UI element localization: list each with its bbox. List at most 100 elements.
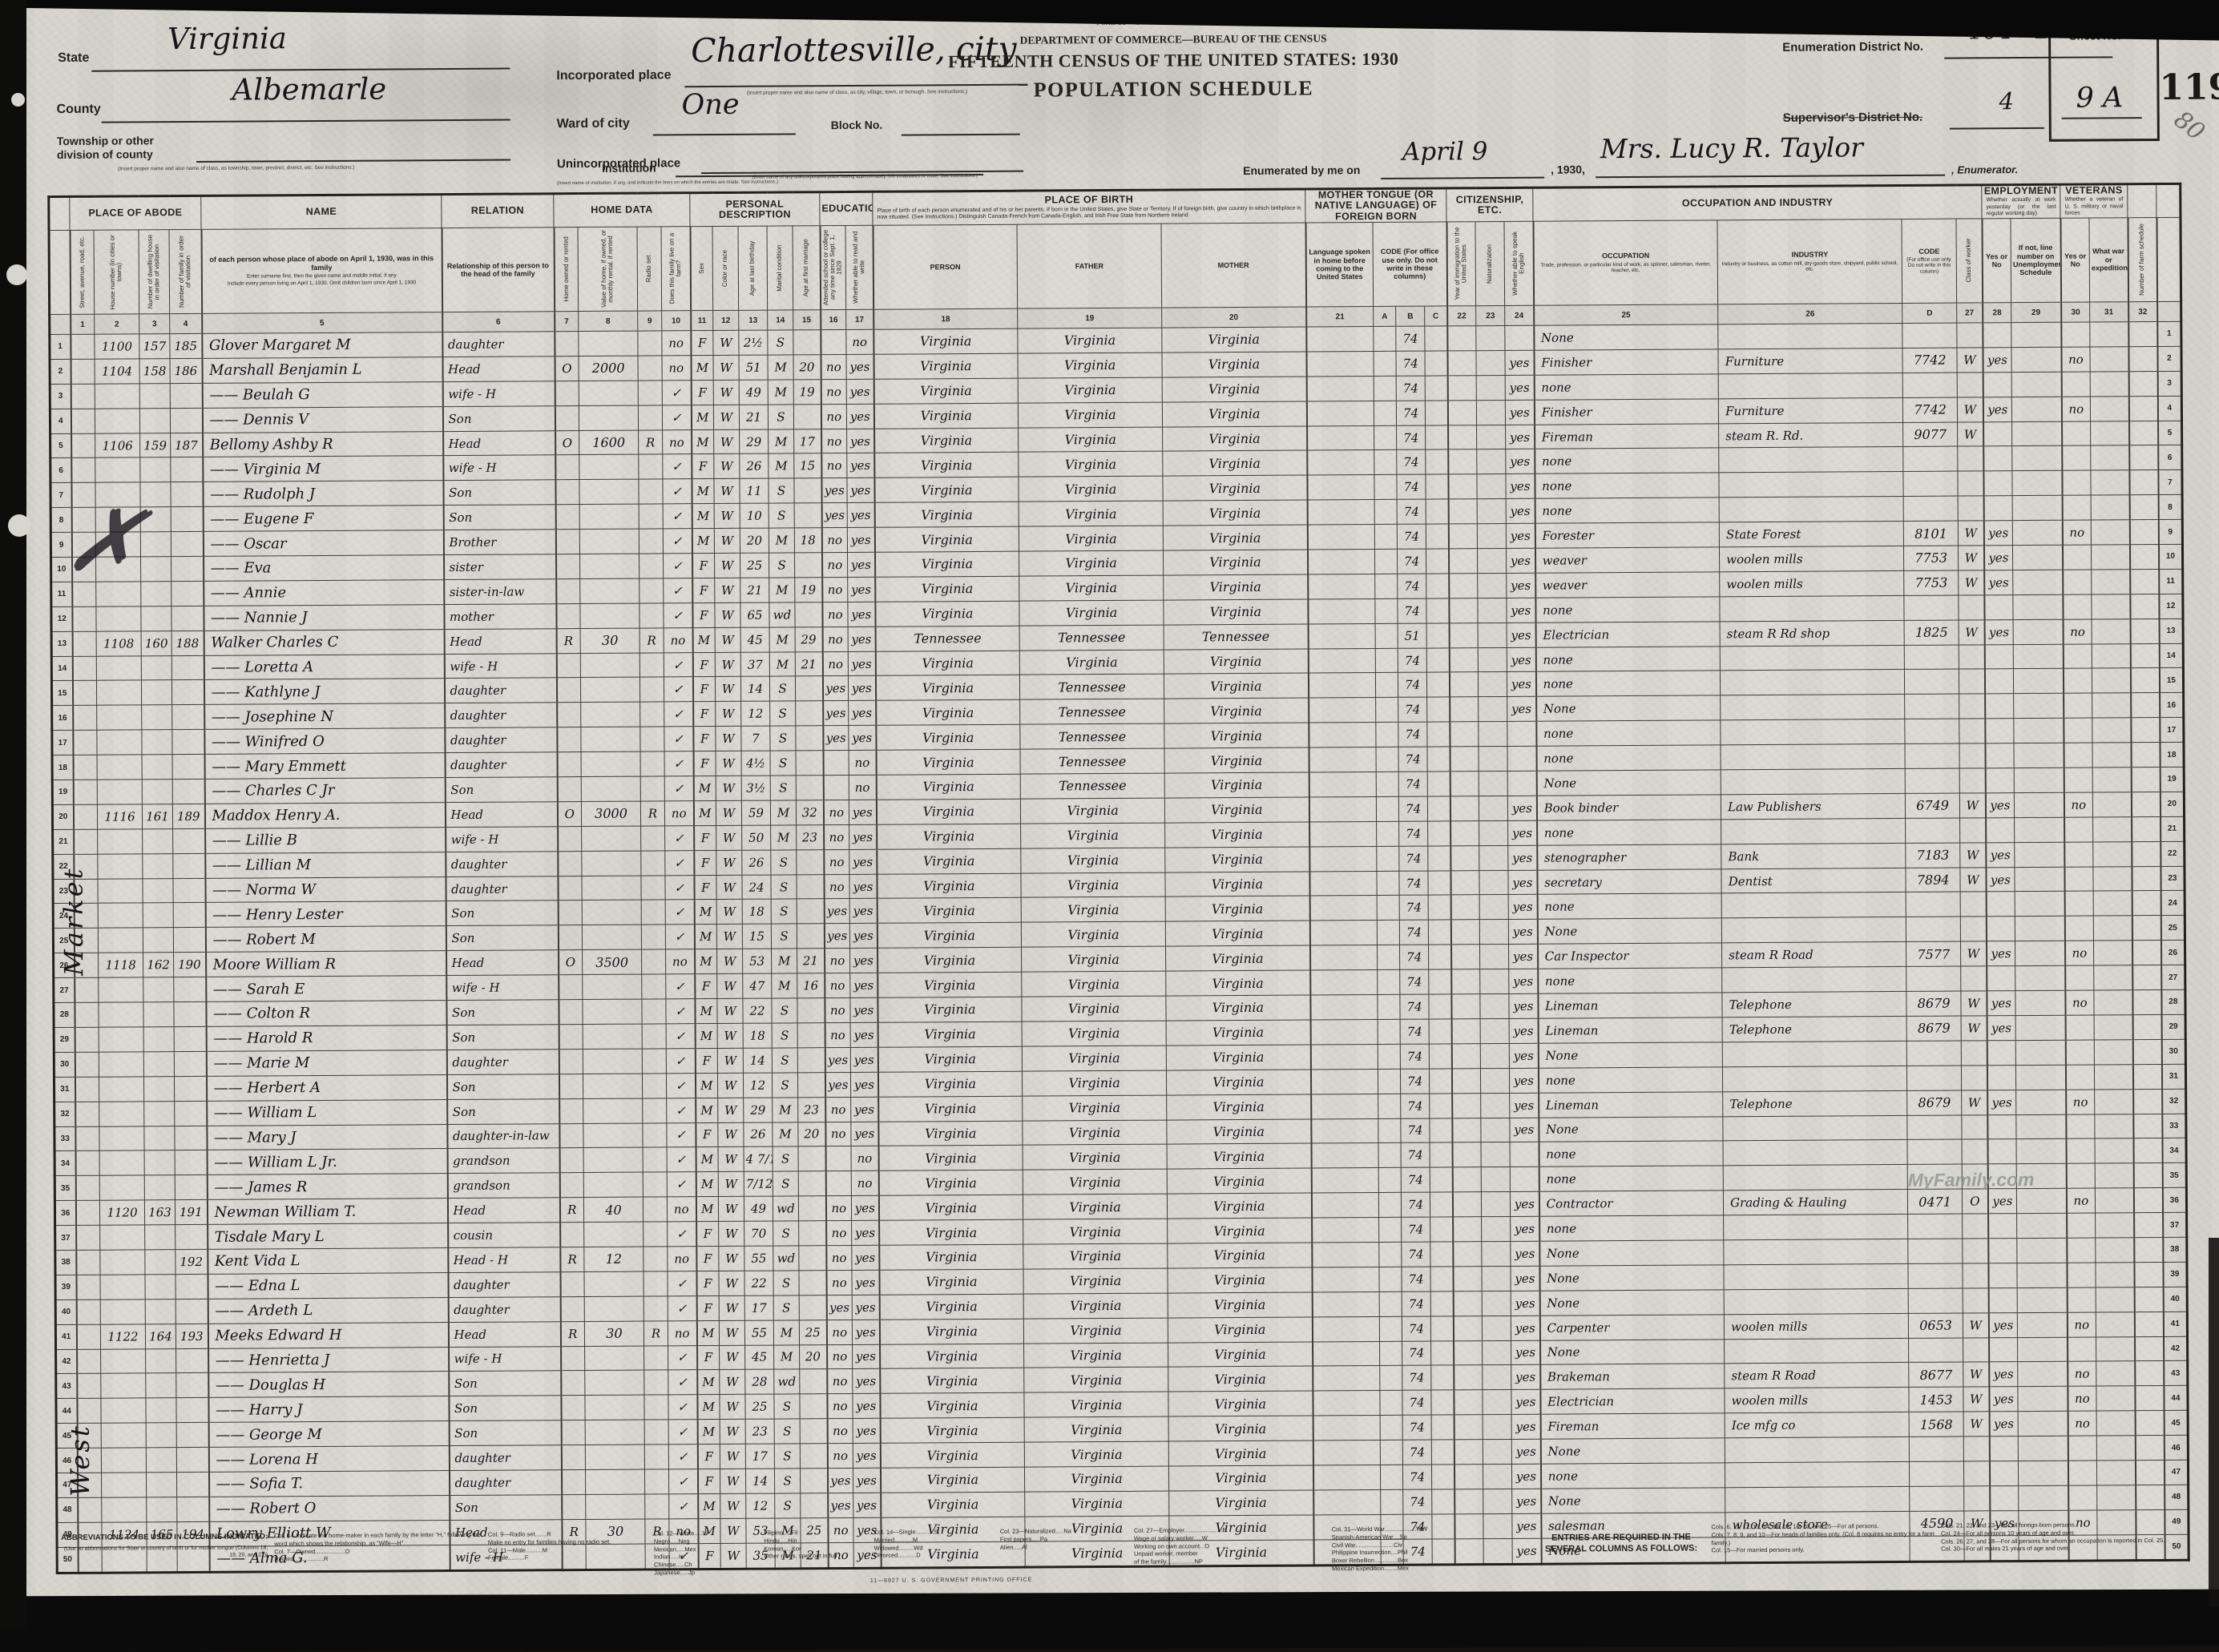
cell-rel: Son — [442, 405, 555, 432]
cell-rw: yes — [852, 1319, 880, 1344]
cell-nat — [1479, 919, 1509, 945]
cell-bpm: Virginia — [1168, 1291, 1313, 1318]
cell-eng: yes — [1506, 473, 1535, 499]
cell-mar: S — [774, 1493, 801, 1518]
cell-bpm: Virginia — [1168, 1440, 1313, 1467]
cell-age: 18 — [742, 899, 772, 925]
cell-own — [561, 1494, 586, 1520]
cell-cB: 74 — [1402, 1440, 1432, 1465]
cell-bpm: Virginia — [1167, 1168, 1312, 1195]
cell-rw: no — [851, 1171, 879, 1196]
cell-nat — [1478, 671, 1507, 698]
cell-cB: 74 — [1402, 1415, 1432, 1440]
cell-cB: 74 — [1401, 1142, 1430, 1168]
cell-sch: yes — [821, 477, 848, 503]
footer-block: Col. 9—Radio set.......R Make no entry fo… — [488, 1530, 648, 1562]
cell-farmno — [2132, 1064, 2162, 1090]
cell-farmno — [2128, 371, 2158, 397]
column-number: 8 — [578, 311, 638, 332]
cell-cls — [1963, 1436, 1990, 1461]
punch-hole — [6, 264, 27, 285]
cell-sch: no — [821, 602, 849, 627]
cell-fam: 189 — [172, 804, 205, 829]
cell-farmno — [2135, 1385, 2165, 1411]
cell-dw — [144, 1274, 176, 1299]
cell-dw — [143, 1076, 175, 1102]
cell-tongue — [1307, 549, 1375, 574]
cell-vet — [2064, 841, 2094, 867]
cell-tongue — [1310, 1044, 1378, 1070]
cell-farmno — [2134, 1360, 2165, 1386]
cell-own — [556, 653, 581, 679]
cell-bpm: Virginia — [1168, 1416, 1313, 1442]
cell-age: 26 — [743, 1122, 773, 1147]
cell-rel: wife - H — [442, 455, 555, 481]
cell-vet — [2064, 743, 2093, 768]
cell-val — [581, 751, 641, 777]
cell-dw: 158 — [139, 358, 171, 384]
cell-eng: yes — [1511, 1266, 1540, 1291]
cell-cA — [1376, 845, 1400, 872]
cell-vet: no — [2065, 990, 2095, 1016]
cell-work: yes — [1985, 792, 2015, 818]
cell-bp: Virginia — [880, 1442, 1025, 1469]
cell-bpm: Virginia — [1164, 723, 1309, 749]
cell-cD: 8679 — [1906, 1090, 1962, 1115]
column-number: 18 — [873, 308, 1018, 330]
cell-imm — [1450, 746, 1479, 772]
cell-occ: None — [1539, 1289, 1725, 1316]
cell-tongue — [1312, 1316, 1380, 1342]
cell-street — [77, 1497, 102, 1523]
cell-unemp — [2011, 372, 2062, 397]
cell-race: W — [718, 1196, 744, 1222]
cell-fam — [170, 481, 204, 507]
supervisors-district-label: Supervisor's District No. — [1782, 110, 1923, 125]
cell-cA — [1374, 474, 1398, 500]
cell-cC — [1425, 425, 1448, 450]
column-number: 15 — [793, 309, 821, 330]
cell-rw: yes — [847, 527, 875, 553]
cell-war — [2095, 1237, 2135, 1263]
cell-fam — [175, 1175, 208, 1200]
cell-sex: M — [694, 899, 717, 925]
cell-cB: 74 — [1402, 1465, 1432, 1490]
cell-cB: 74 — [1397, 524, 1426, 550]
cell-cA — [1378, 1019, 1401, 1045]
cell-name: —— Lillian M — [204, 852, 446, 878]
cell-imm — [1448, 573, 1478, 598]
cell-cD — [1906, 917, 1961, 942]
cell-tongue — [1306, 401, 1374, 426]
cell-work: yes — [1985, 842, 2015, 868]
cell-fam — [176, 1447, 209, 1473]
ward-label: Ward of city — [556, 116, 630, 131]
line-number: 7 — [50, 482, 72, 508]
cell-name: Marshall Benjamin L — [202, 357, 443, 384]
column-desc-vet: Yes or No — [2060, 218, 2090, 303]
cell-cB: 74 — [1398, 697, 1427, 723]
cell-imm — [1447, 400, 1477, 425]
cell-mar: S — [773, 1394, 801, 1420]
cell-radio — [639, 578, 664, 603]
cell-dw — [141, 680, 172, 706]
cell-unemp — [2015, 1064, 2066, 1090]
cell-cC — [1430, 1291, 1454, 1316]
line-number: 35 — [2162, 1162, 2187, 1188]
cell-ind: Telephone — [1722, 991, 1907, 1017]
cell-eng: yes — [1507, 622, 1536, 648]
cell-cC — [1430, 1241, 1454, 1267]
cell-agem — [799, 1393, 828, 1420]
cell-farm: ✓ — [668, 1295, 697, 1321]
line-number: 33 — [54, 1126, 76, 1151]
cell-ind — [1723, 1164, 1908, 1191]
cell-farm: no — [662, 429, 692, 455]
cell-fam — [170, 383, 203, 409]
cell-agem — [797, 1022, 825, 1048]
cell-rel: daughter — [444, 678, 557, 703]
cell-vet — [2066, 1213, 2096, 1239]
cell-race: W — [718, 1171, 744, 1197]
cell-rw: yes — [853, 1493, 881, 1518]
cell-sex: F — [696, 1271, 720, 1296]
cell-ind: woolen mills — [1719, 546, 1904, 572]
cell-ind — [1721, 966, 1907, 993]
column-desc-bpm: MOTHER — [1161, 222, 1306, 308]
